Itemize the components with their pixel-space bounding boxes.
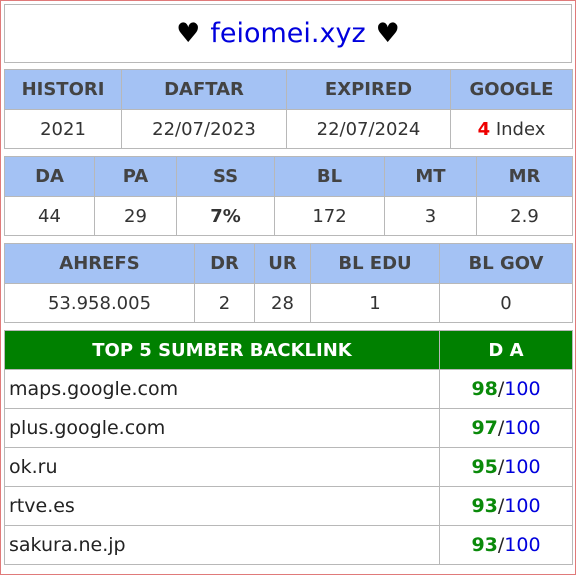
header-dr: DR <box>194 243 255 284</box>
backlink-table: TOP 5 SUMBER BACKLINK D A maps.google.co… <box>4 330 573 565</box>
header-expired: EXPIRED <box>286 69 451 110</box>
value-mr: 2.9 <box>476 196 573 236</box>
backlink-site: sakura.ne.jp <box>4 525 440 565</box>
table-row: rtve.es 93/100 <box>4 486 573 526</box>
google-index-count: 4 <box>477 118 491 140</box>
score-max: 100 <box>504 378 541 400</box>
backlink-score: 93/100 <box>439 486 573 526</box>
table-row: maps.google.com 98/100 <box>4 369 573 409</box>
value-ahrefs: 53.958.005 <box>4 283 195 323</box>
backlink-site: ok.ru <box>4 447 440 487</box>
backlink-score: 97/100 <box>439 408 573 448</box>
header-ss: SS <box>176 156 275 197</box>
backlink-site: plus.google.com <box>4 408 440 448</box>
header-mt: MT <box>384 156 477 197</box>
header-bl: BL <box>274 156 385 197</box>
score-value: 98 <box>471 378 498 400</box>
domain-name: feiomei.xyz <box>210 18 366 49</box>
header-bl-gov: BL GOV <box>439 243 573 284</box>
score-value: 95 <box>471 456 498 478</box>
score-value: 93 <box>471 495 498 517</box>
heart-right-icon: ♥ <box>375 18 400 49</box>
value-da: 44 <box>4 196 95 236</box>
domain-title-bar: ♥ feiomei.xyz ♥ <box>4 4 572 63</box>
value-ss: 7% <box>176 196 275 236</box>
value-ur: 28 <box>254 283 311 323</box>
value-dr: 2 <box>194 283 255 323</box>
backlink-title: TOP 5 SUMBER BACKLINK <box>4 330 440 370</box>
backlink-score: 98/100 <box>439 369 573 409</box>
header-pa: PA <box>94 156 177 197</box>
backlink-site: rtve.es <box>4 486 440 526</box>
header-mr: MR <box>476 156 573 197</box>
backlink-site: maps.google.com <box>4 369 440 409</box>
value-mt: 3 <box>384 196 477 236</box>
backlink-da-header: D A <box>439 330 573 370</box>
header-ur: UR <box>254 243 311 284</box>
score-max: 100 <box>504 456 541 478</box>
backlink-score: 93/100 <box>439 525 573 565</box>
value-histori: 2021 <box>4 109 122 149</box>
value-daftar: 22/07/2023 <box>121 109 287 149</box>
header-google: GOOGLE <box>450 69 573 110</box>
score-value: 97 <box>471 417 498 439</box>
backlink-score: 95/100 <box>439 447 573 487</box>
value-google: 4 Index <box>450 109 573 149</box>
table-row: sakura.ne.jp 93/100 <box>4 525 573 565</box>
header-da: DA <box>4 156 95 197</box>
header-ahrefs: AHREFS <box>4 243 195 284</box>
google-index-label: Index <box>495 118 546 140</box>
score-value: 93 <box>471 534 498 556</box>
table-row: ok.ru 95/100 <box>4 447 573 487</box>
header-histori: HISTORI <box>4 69 122 110</box>
score-max: 100 <box>504 534 541 556</box>
table-row: plus.google.com 97/100 <box>4 408 573 448</box>
header-daftar: DAFTAR <box>121 69 287 110</box>
score-max: 100 <box>504 495 541 517</box>
value-expired: 22/07/2024 <box>286 109 451 149</box>
value-bl-gov: 0 <box>439 283 573 323</box>
heart-left-icon: ♥ <box>176 18 201 49</box>
score-max: 100 <box>504 417 541 439</box>
history-table: HISTORI DAFTAR EXPIRED GOOGLE 2021 22/07… <box>4 69 573 149</box>
value-pa: 29 <box>94 196 177 236</box>
ahrefs-table: AHREFS DR UR BL EDU BL GOV 53.958.005 2 … <box>4 243 573 323</box>
value-bl-edu: 1 <box>310 283 440 323</box>
header-bl-edu: BL EDU <box>310 243 440 284</box>
value-bl: 172 <box>274 196 385 236</box>
metrics-table: DA PA SS BL MT MR 44 29 7% 172 3 2.9 <box>4 156 573 236</box>
